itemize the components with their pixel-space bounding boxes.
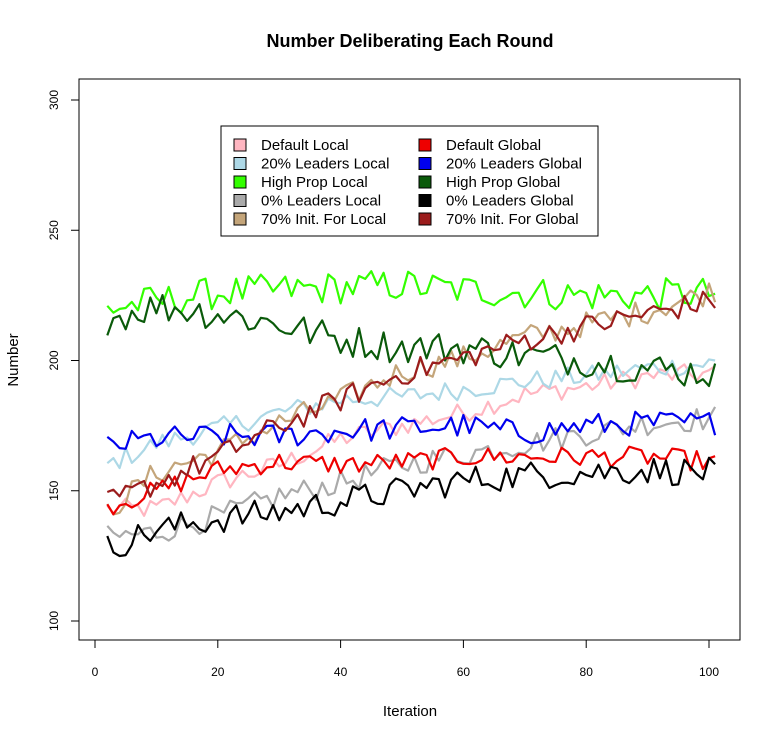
y-tick-label: 250 [47,220,61,240]
legend-swatch [418,194,432,207]
series-line-2 [106,270,716,315]
legend-swatch [233,194,247,207]
series-line-9 [106,290,716,498]
legend-label: High Prop Global [446,174,560,191]
x-tick-label: 20 [211,665,225,679]
legend-label: High Prop Local [261,174,368,191]
legend-label: Default Global [446,137,541,154]
legend-label: 0% Leaders Local [261,193,381,210]
x-tick-label: 60 [457,665,471,679]
legend-label: 70% Init. For Global [446,211,579,228]
legend-swatch [233,138,247,152]
y-axis-label: Number [5,333,22,386]
series-line-6 [106,410,717,450]
legend-label: 20% Leaders Local [261,156,389,173]
x-axis: 0 20 40 60 80 100 [92,639,719,679]
y-tick-label: 100 [47,611,61,631]
y-tick-label: 150 [47,480,61,500]
legend-swatch [418,157,432,170]
legend-swatch [233,157,247,170]
legend-swatch [418,212,432,226]
x-tick-label: 80 [580,665,594,679]
y-tick-label: 200 [47,350,61,370]
series-layer [106,270,717,558]
x-tick-label: 0 [92,665,99,679]
legend-label: Default Local [261,137,349,154]
series-line-1 [106,358,716,470]
x-tick-label: 40 [334,665,348,679]
legend-label: 20% Leaders Global [446,156,582,173]
series-line-8 [106,456,716,558]
legend-box [220,125,599,237]
legend-swatch [233,212,247,226]
series-line-4 [106,282,717,516]
series-line-5 [106,445,716,516]
x-axis-label: Iteration [383,703,437,720]
x-tick-label: 100 [699,665,719,679]
series-line-0 [106,363,716,517]
y-tick-label: 300 [47,90,61,110]
legend-swatch [233,175,247,189]
legend-label: 70% Init. For Local [261,211,386,228]
series-line-7 [106,294,717,388]
legend-swatch [418,175,432,189]
chart-title: Number Deliberating Each Round [266,31,553,51]
legend-label: 0% Leaders Global [446,193,574,210]
y-axis: 100 150 200 250 300 [47,90,80,631]
legend-swatch [418,138,432,152]
